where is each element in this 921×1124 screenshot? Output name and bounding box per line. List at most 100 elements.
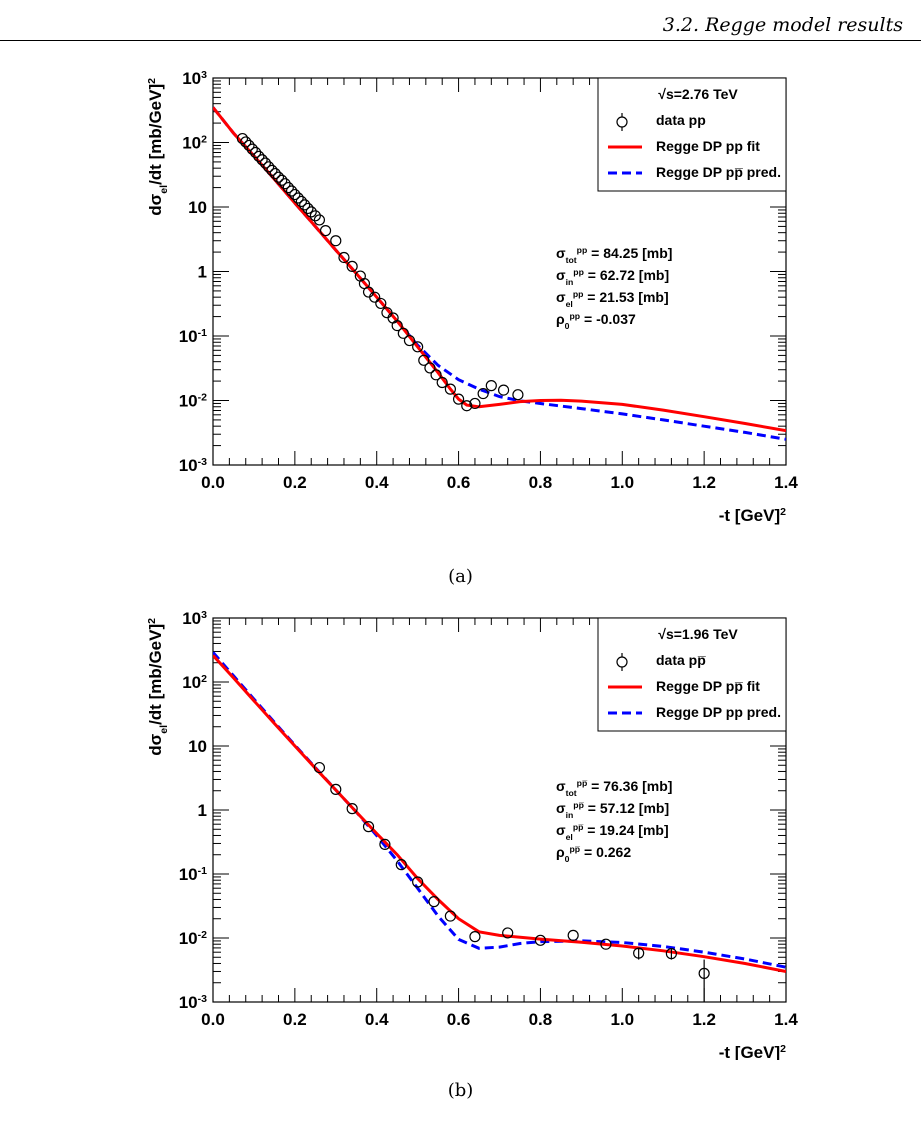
data-point (305, 206, 317, 218)
legend-entry: Regge DP pp̅ pred. (656, 164, 781, 180)
x-tick-label: 0.8 (529, 1010, 553, 1029)
y-tick-label: 10 (188, 737, 207, 756)
stat-annotation: ρ0pp̅ = 0.262 (556, 844, 631, 864)
stat-annotation: σelpp = 21.53 [mb] (556, 289, 669, 309)
data-point (485, 380, 497, 392)
data-point (502, 927, 514, 939)
data-point (418, 354, 430, 366)
data-point (302, 202, 314, 215)
data-point (266, 164, 278, 176)
y-tick-label: 10-3 (179, 456, 207, 475)
data-point (236, 132, 249, 145)
stat-annotation: σtotpp = 84.25 [mb] (556, 245, 672, 265)
data-point (395, 859, 407, 871)
stat-annotation: σelpp̅ = 19.24 [mb] (556, 822, 669, 842)
x-tick-label: 1.4 (774, 473, 798, 492)
x-tick-label: 1.0 (610, 473, 634, 492)
data-point (256, 154, 268, 166)
caption-a: (a) (448, 566, 473, 587)
y-tick-label: 10-1 (179, 865, 207, 884)
data-point (452, 393, 465, 405)
stat-annotation: σtotpp̅ = 76.36 [mb] (556, 778, 672, 798)
caption-b: (b) (447, 1080, 474, 1101)
data-point (428, 896, 440, 908)
data-point (633, 947, 645, 959)
data-point (430, 369, 442, 381)
x-tick-label: 0.6 (447, 1010, 471, 1029)
x-axis-label: -t [GeV]2 (719, 506, 786, 525)
data-point (461, 400, 473, 412)
page-header: 3.2. Regge model results (662, 14, 903, 36)
legend-entry: Regge DP pp pred. (656, 704, 781, 720)
data-point (567, 929, 579, 941)
data-point (243, 139, 255, 152)
x-tick-label: 0.4 (365, 1010, 389, 1029)
data-point (346, 803, 358, 815)
data-point (330, 783, 342, 795)
y-tick-label: 1 (198, 801, 207, 820)
data-point (282, 181, 294, 194)
x-tick-label: 0.4 (365, 473, 389, 492)
data-point (295, 195, 308, 208)
x-tick-label: 0.8 (529, 473, 553, 492)
data-point (246, 143, 258, 155)
data-point (272, 171, 285, 183)
data-point (391, 319, 403, 332)
data-point (369, 291, 381, 303)
legend-entry: Regge DP pp fit (656, 138, 760, 154)
data-point (534, 934, 547, 946)
data-point (469, 397, 481, 410)
x-tick-label: 1.0 (610, 1010, 634, 1029)
x-tick-label: 0.0 (201, 473, 225, 492)
y-tick-label: 103 (182, 609, 207, 628)
data-point (319, 225, 332, 237)
data-point (397, 327, 409, 339)
y-tick-label: 1 (198, 263, 207, 282)
legend-header: √s=2.76 TeV (658, 86, 738, 102)
header-rule (0, 40, 921, 41)
y-axis-label: dσel/dt [mb/GeV]2 (146, 618, 170, 756)
chart-a: 0.0 0.2 0.4 0.6 0.8 1.0 1.2 1.4 10-3 10-2 10-1 1 10 1… (146, 69, 798, 525)
data-point (338, 251, 350, 264)
legend-entry: Regge DP pp̅ fit (656, 678, 760, 694)
y-tick-label: 102 (182, 673, 207, 692)
data-point (600, 938, 612, 950)
data-point (665, 948, 678, 960)
data-point (279, 178, 291, 190)
x-tick-label: 0.6 (447, 473, 471, 492)
legend-entry: data pp (656, 112, 706, 128)
data-point (444, 383, 456, 395)
x-tick-label: 1.4 (774, 1010, 798, 1029)
data-point (313, 761, 326, 774)
data-point (477, 387, 489, 400)
legend-marker-data (616, 116, 628, 128)
data-point (253, 150, 265, 162)
y-tick-label: 10-1 (179, 327, 207, 346)
data-point (285, 185, 298, 197)
y-axis-label: dσel/dt [mb/GeV]2 (146, 78, 170, 216)
legend-header: √s=1.96 TeV (658, 626, 738, 642)
legend-entry: data pp̅ (656, 652, 706, 668)
x-tick-label: 0.2 (283, 1010, 307, 1029)
data-point (269, 167, 281, 180)
chart-b: 0.0 0.2 0.4 0.6 0.8 1.0 1.2 1.4 10-3 10-2 10-1 1 10 1… (146, 609, 798, 1060)
data-point (403, 334, 416, 347)
data-point (424, 362, 436, 374)
data-point (375, 297, 387, 310)
stat-annotation: σinpp̅ = 57.12 [mb] (556, 800, 669, 820)
data-point (698, 967, 710, 979)
y-tick-label: 102 (182, 134, 207, 153)
data-point (412, 876, 424, 888)
data-point (289, 188, 301, 201)
data-point (240, 136, 252, 148)
x-tick-label: 1.2 (692, 1010, 716, 1029)
data-point (249, 146, 262, 159)
data-point (512, 389, 524, 401)
data-point (299, 199, 311, 211)
data-point (412, 341, 424, 353)
stat-annotation: ρ0pp = -0.037 (556, 311, 636, 331)
data-point (292, 192, 304, 204)
legend-marker-data (616, 656, 628, 668)
fit-curve (213, 654, 786, 973)
x-tick-label: 1.2 (692, 473, 716, 492)
